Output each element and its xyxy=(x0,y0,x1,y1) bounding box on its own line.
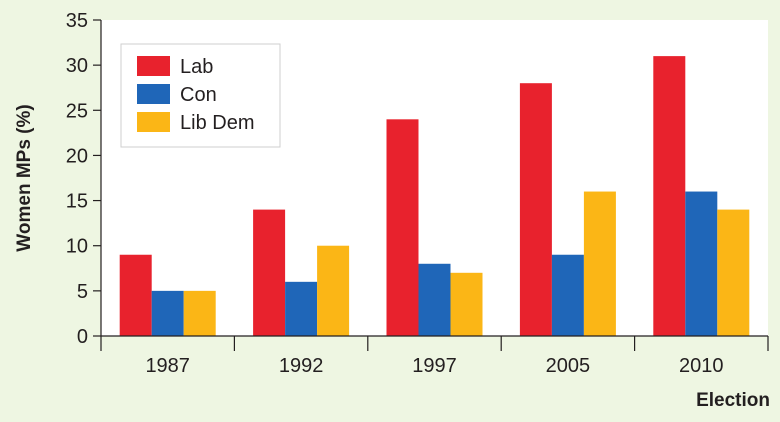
bar-lib-dem xyxy=(317,245,350,336)
legend-swatch-lab xyxy=(137,56,170,76)
bar-con xyxy=(551,254,584,336)
y-axis-label: Women MPs (%) xyxy=(14,104,35,251)
x-tick-label: 1997 xyxy=(412,355,457,377)
bar-con xyxy=(285,281,318,336)
bar-lib-dem xyxy=(183,290,216,336)
bar-lib-dem xyxy=(717,209,750,336)
x-tick-label: 2010 xyxy=(679,355,724,377)
x-tick-label: 1992 xyxy=(279,355,324,377)
x-tick-label: 2005 xyxy=(546,355,591,377)
bar-lab xyxy=(119,254,152,336)
y-tick-label: 35 xyxy=(66,10,88,32)
y-tick-label: 5 xyxy=(77,281,88,303)
y-tick-label: 10 xyxy=(66,236,88,258)
x-tick-label: 1987 xyxy=(145,355,190,377)
x-axis-label: Election xyxy=(696,390,770,411)
y-tick-label: 30 xyxy=(66,55,88,77)
legend-label: Lib Dem xyxy=(180,112,254,134)
bar-lab xyxy=(386,119,419,336)
bar-lib-dem xyxy=(450,272,483,336)
bar-lab xyxy=(253,209,286,336)
bar-lib-dem xyxy=(583,191,616,336)
y-tick-label: 25 xyxy=(66,100,88,122)
legend-label: Lab xyxy=(180,56,213,78)
y-tick-label: 15 xyxy=(66,191,88,213)
bar-lab xyxy=(653,56,686,336)
x-axis: 1987 1992 1997 2005 2010 xyxy=(100,335,769,377)
legend-swatch-con xyxy=(137,84,170,104)
legend-swatch-lib-dem xyxy=(137,112,170,132)
y-axis: 0 5 10 15 20 25 30 35 xyxy=(66,10,102,348)
bars-group xyxy=(119,56,750,336)
legend: Lab Con Lib Dem xyxy=(120,43,281,148)
bar-con xyxy=(418,263,451,336)
y-tick-label: 20 xyxy=(66,145,88,167)
bar-con xyxy=(685,191,718,336)
bar-lab xyxy=(519,83,552,336)
bar-con xyxy=(151,290,184,336)
legend-label: Con xyxy=(180,84,217,106)
y-tick-label: 0 xyxy=(77,326,88,348)
